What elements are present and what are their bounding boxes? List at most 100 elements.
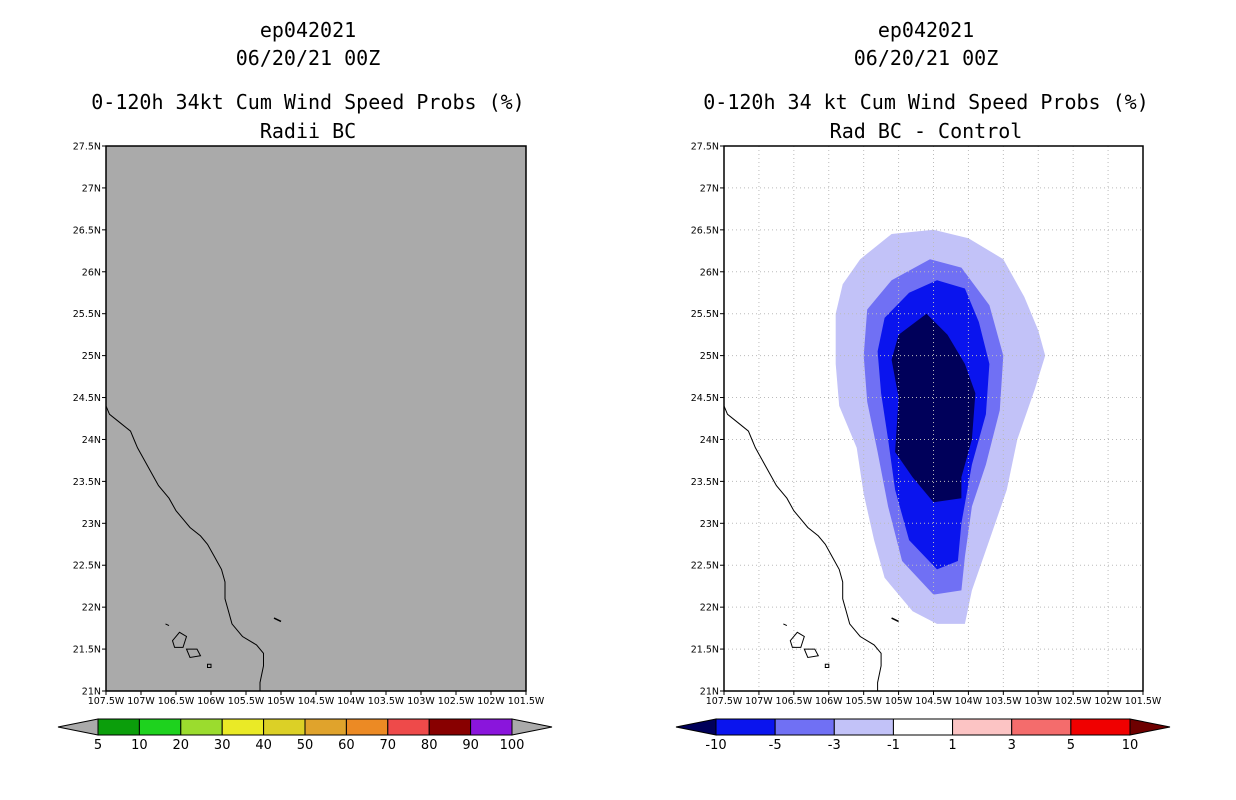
x-tick-label: 105.5W <box>845 696 882 707</box>
left-title-date: 06/20/21 00Z <box>235 46 381 70</box>
y-tick-label: 25.5N <box>691 309 719 320</box>
x-tick-label: 106.5W <box>158 696 195 707</box>
colorbar-swatch <box>1070 718 1131 736</box>
y-tick-label: 22.5N <box>691 561 719 572</box>
left-title-storm: ep042021 <box>259 18 357 42</box>
y-tick-label: 24N <box>700 435 719 446</box>
colorbar-label: 100 <box>500 738 525 753</box>
y-tick-label: 25.5N <box>73 309 101 320</box>
colorbar-label: -10 <box>705 738 726 753</box>
right-title-experiment: Rad BC - Control <box>829 119 1023 143</box>
y-tick-label: 23.5N <box>73 477 101 488</box>
x-tick-label: 105.5W <box>228 696 265 707</box>
x-tick-label: 105W <box>885 696 913 707</box>
colorbar-label: 20 <box>173 738 190 753</box>
colorbar-label: 3 <box>1008 738 1016 753</box>
colorbar-swatch <box>952 718 1013 736</box>
x-tick-label: 102W <box>1094 696 1122 707</box>
y-tick-label: 24.5N <box>73 393 101 404</box>
y-tick-label: 21.5N <box>691 645 719 656</box>
island-outline <box>171 631 188 648</box>
colorbar-swatch <box>1011 718 1072 736</box>
colorbar-label: 5 <box>1067 738 1075 753</box>
y-tick-label: 23.5N <box>691 477 719 488</box>
x-tick-label: 104.5W <box>915 696 952 707</box>
x-tick-label: 106.5W <box>776 696 813 707</box>
islet-mark <box>891 617 899 623</box>
x-tick-label: 107.5W <box>706 696 743 707</box>
colorbar-swatch <box>180 718 223 736</box>
island-outline <box>207 663 212 668</box>
left-title-experiment: Radii BC <box>259 119 357 143</box>
x-tick-label: 107W <box>745 696 773 707</box>
y-tick-label: 25N <box>700 351 719 362</box>
x-tick-label: 103.5W <box>368 696 405 707</box>
islet-mark <box>165 623 170 627</box>
islet-mark <box>783 623 788 627</box>
x-tick-label: 101.5W <box>508 696 545 707</box>
x-tick-label: 107.5W <box>88 696 125 707</box>
y-tick-label: 25N <box>82 351 101 362</box>
colorbar-swatch <box>221 718 265 736</box>
colorbar-label: -1 <box>887 738 900 753</box>
colorbar-label: -5 <box>769 738 782 753</box>
y-tick-label: 21N <box>82 687 101 698</box>
y-tick-label: 21N <box>700 687 719 698</box>
right-title-date: 06/20/21 00Z <box>853 46 999 70</box>
left-title-product: 0-120h 34kt Cum Wind Speed Probs (%) <box>91 90 525 114</box>
plot-background <box>106 146 526 691</box>
colorbar-label: 40 <box>255 738 272 753</box>
x-tick-label: 105W <box>267 696 295 707</box>
y-tick-label: 21.5N <box>73 645 101 656</box>
colorbar-swatch <box>892 718 954 736</box>
x-tick-label: 107W <box>127 696 155 707</box>
x-tick-label: 101.5W <box>1125 696 1162 707</box>
left-colorbar: 5 10 20 30 40 50 60 70 80 90 100 <box>57 718 553 753</box>
colorbar-label: 50 <box>297 738 314 753</box>
right-title-storm: ep042021 <box>877 18 975 42</box>
left-map-panel: 21N 21.5N 22N 22.5N 23N 23.5N 24N 24.5N 25N 25.5N… <box>73 142 545 708</box>
colorbar-label: 1 <box>948 738 956 753</box>
x-tick-label: 103W <box>407 696 435 707</box>
colorbar-swatch <box>97 718 140 736</box>
y-tick-label: 23N <box>82 519 101 530</box>
coastline <box>105 405 264 691</box>
x-tick-label: 106W <box>197 696 225 707</box>
colorbar-arrow-low <box>57 718 99 736</box>
colorbar-swatch <box>470 718 513 736</box>
x-tick-label: 104W <box>955 696 983 707</box>
contour-band-3 <box>891 313 976 503</box>
colorbar-label: -3 <box>828 738 841 753</box>
x-tick-label: 103W <box>1024 696 1052 707</box>
colorbar-label: 10 <box>1122 738 1139 753</box>
y-tick-label: 22N <box>82 603 101 614</box>
right-map-panel: 21N 21.5N 22N 22.5N 23N 23.5N 24N 24.5N 25N 25.5N… <box>691 142 1162 708</box>
x-tick-label: 102W <box>477 696 505 707</box>
y-tick-label: 26.5N <box>691 225 719 236</box>
colorbar-label: 80 <box>421 738 438 753</box>
colorbar-arrow-high <box>1129 718 1171 736</box>
x-tick-label: 106W <box>815 696 843 707</box>
colorbar-label: 30 <box>214 738 231 753</box>
y-tick-label: 27.5N <box>691 142 719 153</box>
colorbar-swatch <box>345 718 389 736</box>
colorbar-swatch <box>263 718 306 736</box>
colorbar-label: 70 <box>380 738 397 753</box>
colorbar-swatch <box>304 718 347 736</box>
coastline <box>723 405 882 691</box>
right-title-product: 0-120h 34 kt Cum Wind Speed Probs (%) <box>703 90 1149 114</box>
colorbar-label: 60 <box>338 738 355 753</box>
colorbar-arrow-low <box>675 718 717 736</box>
right-colorbar: -10 -5 -3 -1 1 3 5 10 <box>675 718 1171 753</box>
colorbar-label: 5 <box>94 738 102 753</box>
colorbar-swatch <box>138 718 182 736</box>
y-tick-label: 26.5N <box>73 225 101 236</box>
y-tick-label: 22N <box>700 603 719 614</box>
colorbar-label: 10 <box>131 738 148 753</box>
y-tick-label: 26N <box>82 267 101 278</box>
x-tick-label: 103.5W <box>985 696 1022 707</box>
colorbar-label: 90 <box>462 738 479 753</box>
x-tick-label: 104.5W <box>298 696 335 707</box>
colorbar-swatch <box>715 718 776 736</box>
